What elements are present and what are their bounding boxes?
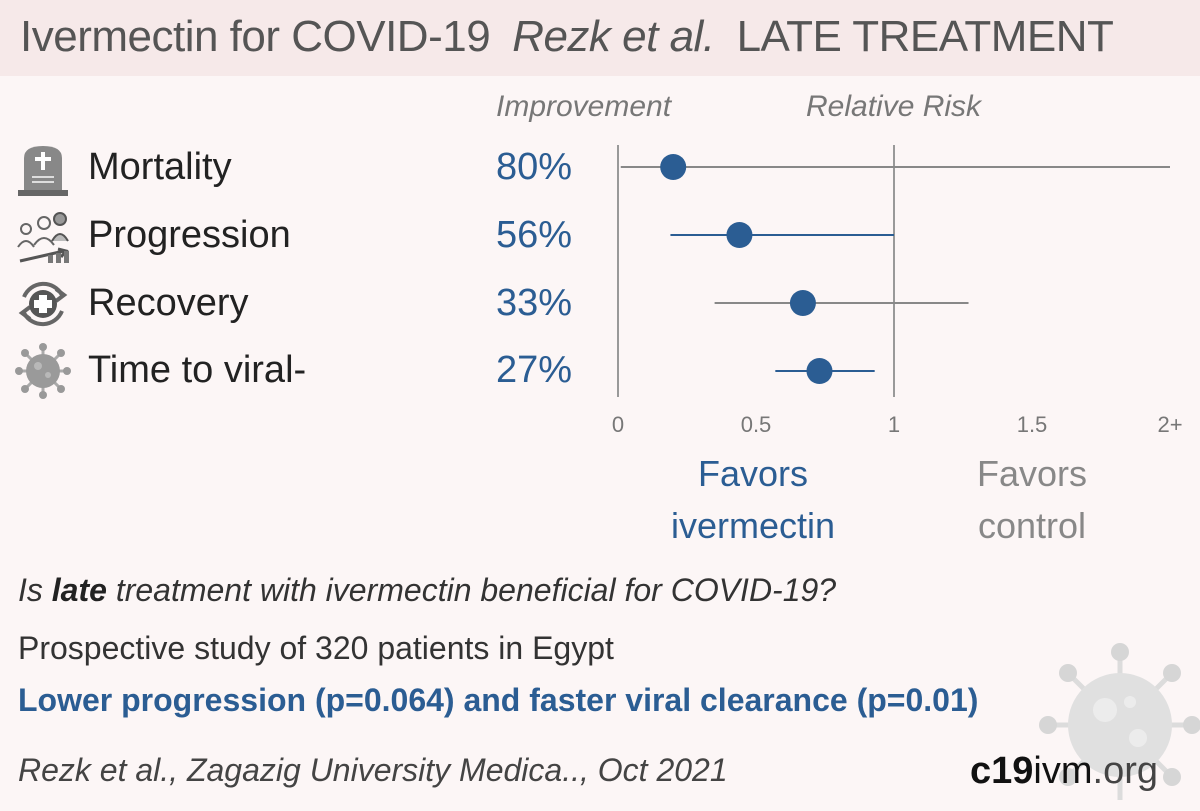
point-estimate <box>660 154 687 180</box>
improvement-viral-clearance: 27% <box>496 349 573 391</box>
study-result: Lower progression (p=0.064) and faster v… <box>18 682 979 718</box>
row-label-mortality: Mortality <box>88 146 232 188</box>
tombstone-icon <box>18 146 68 196</box>
study-design: Prospective study of 320 patients in Egy… <box>18 630 614 666</box>
virus-watermark-icon <box>1039 643 1200 800</box>
relative-risk-column-header: Relative Risk <box>806 90 982 123</box>
favors-control-line1: Favors <box>976 453 1088 494</box>
brand-rest: ivm <box>1033 750 1093 792</box>
favors-ivermectin-line1: Favors <box>697 453 809 494</box>
improvement-mortality: 80% <box>496 146 573 188</box>
tick-label: 1 <box>888 412 900 437</box>
tick-label: 2+ <box>1157 412 1182 437</box>
recovery-icon <box>18 281 68 327</box>
point-estimate <box>806 358 833 384</box>
favors-ivermectin-line2: ivermectin <box>670 505 836 546</box>
improvement-progression: 56% <box>496 214 573 256</box>
improvement-recovery: 33% <box>496 282 573 324</box>
question-prefix: Is <box>18 572 52 608</box>
favors-ivermectin-label: Favors ivermectin <box>640 448 866 552</box>
tick-label: 0 <box>612 412 624 437</box>
favors-control-line2: control <box>977 505 1087 546</box>
header-bar <box>0 0 1200 76</box>
row-label-progression: Progression <box>88 214 291 256</box>
citation: Rezk et al., Zagazig University Medica..… <box>18 752 728 788</box>
virus-icon <box>15 343 71 399</box>
row-label-viral-clearance: Time to viral- <box>88 349 307 391</box>
tick-label: 1.5 <box>1017 412 1048 437</box>
tick-label: 0.5 <box>741 412 772 437</box>
brand-domain: .org <box>1092 750 1158 792</box>
point-estimate <box>726 222 753 248</box>
point-estimate <box>789 290 816 316</box>
title-stage: LATE TREATMENT <box>736 12 1114 61</box>
row-label-recovery: Recovery <box>88 282 249 324</box>
study-question: Is late treatment with ivermectin benefi… <box>18 572 836 609</box>
progression-icon <box>17 212 69 263</box>
brand-bold: c19 <box>970 750 1034 792</box>
question-emphasis: late <box>51 572 107 608</box>
title-main: Ivermectin for COVID-19 <box>20 12 491 61</box>
brand-logo[interactable]: c19ivm.org <box>970 750 1158 793</box>
title-authors: Rezk et al. <box>512 12 715 61</box>
question-suffix: treatment with ivermectin beneficial for… <box>106 572 837 608</box>
favors-control-label: Favors control <box>932 448 1132 552</box>
page-title: Ivermectin for COVID-19 Rezk et al. LATE T… <box>20 12 1114 62</box>
improvement-column-header: Improvement <box>496 90 672 123</box>
